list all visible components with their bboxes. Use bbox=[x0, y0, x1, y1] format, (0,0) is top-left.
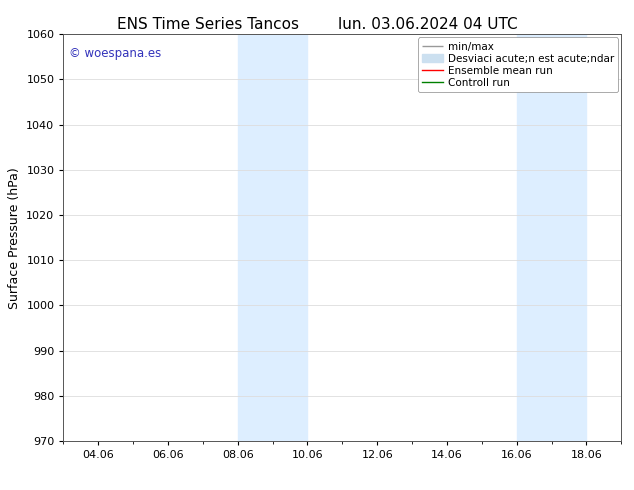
Legend: min/max, Desviaci acute;n est acute;ndar, Ensemble mean run, Controll run: min/max, Desviaci acute;n est acute;ndar… bbox=[418, 37, 618, 92]
Text: ENS Time Series Tancos        lun. 03.06.2024 04 UTC: ENS Time Series Tancos lun. 03.06.2024 0… bbox=[117, 17, 517, 32]
Y-axis label: Surface Pressure (hPa): Surface Pressure (hPa) bbox=[8, 167, 21, 309]
Text: © woespana.es: © woespana.es bbox=[69, 47, 161, 59]
Bar bbox=[238, 34, 307, 441]
Bar bbox=[517, 34, 586, 441]
